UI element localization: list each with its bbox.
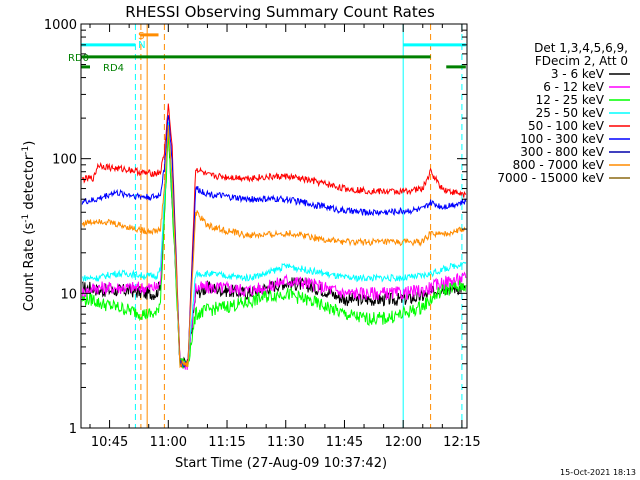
plot-content: SN bbox=[81, 24, 467, 428]
y-tick-label-1: 10 bbox=[60, 287, 77, 302]
x-tick-label-0: 10:45 bbox=[91, 435, 128, 450]
y-axis-label: Count Rate (s-1 detector-1) bbox=[21, 141, 37, 312]
plot-frame bbox=[80, 23, 468, 429]
x-tick-label-5: 12:00 bbox=[384, 435, 421, 450]
x-tick-label-3: 11:30 bbox=[267, 435, 304, 450]
series-line-1 bbox=[81, 122, 467, 370]
y-axis-label-main: Count Rate (s bbox=[22, 223, 37, 312]
x-tick-label-1: 11:00 bbox=[150, 435, 187, 450]
legend-label-7: 800 - 7000 keV bbox=[513, 158, 605, 172]
legend-label-3: 25 - 50 keV bbox=[536, 106, 605, 120]
series-line-7 bbox=[81, 125, 466, 369]
y-axis-label-sup2: -1 bbox=[21, 146, 31, 155]
series-line-0 bbox=[81, 131, 467, 368]
flag-label-s: S bbox=[138, 31, 144, 42]
x-axis-label: Start Time (27-Aug-09 10:37:42) bbox=[175, 456, 387, 471]
series-line-2 bbox=[81, 124, 467, 369]
y-axis-label-mid: detector bbox=[22, 154, 37, 214]
flag-label-rd4: RD4 bbox=[103, 63, 124, 74]
y-axis-label-end: ) bbox=[22, 141, 37, 146]
y-axis-label-sup1: -1 bbox=[21, 214, 31, 223]
x-tick-label-2: 11:15 bbox=[208, 435, 245, 450]
x-axis: 10:45 11:00 11:15 11:30 11:45 12:00 12:15 bbox=[89, 24, 481, 450]
y-tick-label-0: 1 bbox=[69, 422, 77, 437]
legend-label-6: 300 - 800 keV bbox=[520, 145, 604, 159]
legend-label-0: 3 - 6 keV bbox=[551, 67, 605, 81]
legend-label-2: 12 - 25 keV bbox=[536, 93, 605, 107]
series-line-5 bbox=[81, 115, 467, 368]
y-axis: 1 10 100 1000 bbox=[44, 18, 467, 437]
y-tick-label-2: 100 bbox=[52, 153, 77, 168]
x-tick-label-6: 12:15 bbox=[443, 435, 480, 450]
legend-header-1: Det 1,3,4,5,6,9, bbox=[534, 41, 628, 55]
x-tick-label-4: 11:45 bbox=[326, 435, 363, 450]
series-line-4 bbox=[81, 103, 467, 369]
flag-label-n: N bbox=[138, 40, 145, 51]
legend-label-5: 100 - 300 keV bbox=[520, 132, 604, 146]
legend-label-4: 50 - 100 keV bbox=[528, 119, 605, 133]
legend-header-2: FDecim 2, Att 0 bbox=[535, 54, 628, 68]
chart-title: RHESSI Observing Summary Count Rates bbox=[125, 3, 435, 21]
series-line-3 bbox=[81, 122, 467, 367]
legend: Det 1,3,4,5,6,9, FDecim 2, Att 0 3 - 6 k… bbox=[497, 41, 630, 185]
flag-label-rd0: RD0 bbox=[68, 53, 89, 64]
legend-label-8: 7000 - 15000 keV bbox=[497, 171, 604, 185]
y-tick-label-3: 1000 bbox=[44, 18, 77, 33]
legend-label-1: 6 - 12 keV bbox=[543, 80, 605, 94]
timestamp: 15-Oct-2021 18:13 bbox=[560, 468, 636, 477]
